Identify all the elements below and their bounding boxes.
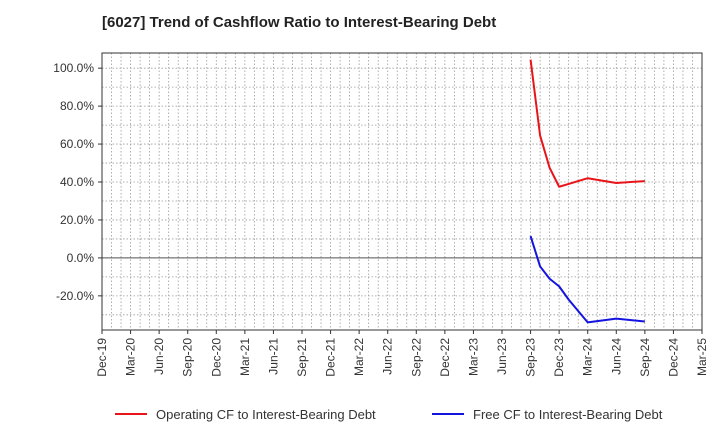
x-axis: Dec-19 Mar-20 Jun-20 Sep-20 Dec-20 Mar-21 Jun-… — [95, 330, 709, 377]
legend-label-2: Free CF to Interest-Bearing Debt — [473, 407, 663, 422]
y-tick-label: 40.0% — [60, 175, 94, 189]
x-tick-label: Jun-20 — [152, 338, 166, 375]
x-tick-label: Sep-20 — [181, 338, 195, 377]
x-tick-label: Dec-19 — [95, 338, 109, 377]
x-tick-label: Mar-23 — [466, 338, 480, 376]
y-tick-label: 100.0% — [53, 61, 94, 75]
x-tick-label: Sep-24 — [638, 338, 652, 377]
y-tick-label: 0.0% — [67, 251, 95, 265]
y-tick-label: 80.0% — [60, 99, 94, 113]
x-tick-label: Mar-25 — [695, 338, 709, 376]
x-tick-label: Jun-23 — [495, 338, 509, 375]
plot-area — [102, 53, 702, 330]
chart-title: [6027] Trend of Cashflow Ratio to Intere… — [102, 14, 497, 31]
x-tick-label: Dec-23 — [552, 338, 566, 377]
series-line-1 — [529, 59, 645, 188]
x-tick-label: Sep-21 — [295, 338, 309, 377]
x-tick-label: Dec-20 — [209, 338, 223, 377]
series-line-2 — [529, 235, 645, 324]
y-tick-label: -20.0% — [56, 289, 94, 303]
x-tick-label: Mar-21 — [238, 338, 252, 376]
legend: Operating CF to Interest-Bearing Debt Fre… — [115, 407, 663, 422]
x-tick-label: Sep-23 — [524, 338, 538, 377]
x-tick-label: Mar-24 — [581, 338, 595, 376]
x-tick-label: Jun-24 — [609, 338, 623, 375]
x-tick-label: Mar-20 — [124, 338, 138, 376]
x-tick-label: Mar-22 — [352, 338, 366, 376]
series — [529, 59, 645, 324]
legend-label-1: Operating CF to Interest-Bearing Debt — [156, 407, 376, 422]
plot-frame — [101, 52, 703, 331]
x-tick-label: Jun-22 — [381, 338, 395, 375]
x-tick-label: Dec-21 — [324, 338, 338, 377]
x-tick-label: Dec-24 — [666, 338, 680, 377]
x-tick-label: Sep-22 — [409, 338, 423, 377]
y-axis: -20.0% 0.0% 20.0% 40.0% 60.0% 80.0% 100.0% — [53, 61, 102, 303]
x-tick-label: Dec-22 — [438, 338, 452, 377]
y-tick-label: 20.0% — [60, 213, 94, 227]
x-tick-label: Jun-21 — [266, 338, 280, 375]
y-tick-label: 60.0% — [60, 137, 94, 151]
